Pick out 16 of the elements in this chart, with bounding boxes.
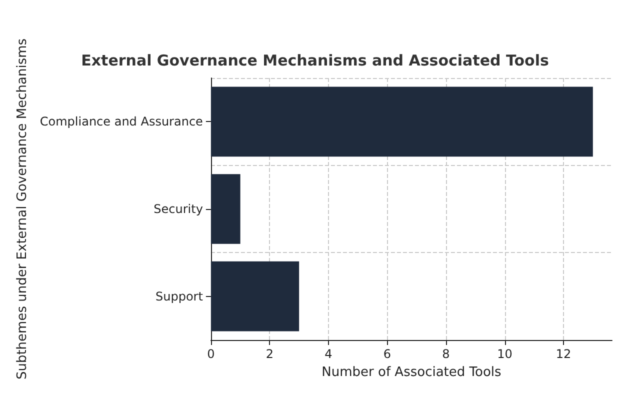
- x-axis-title: Number of Associated Tools: [322, 365, 502, 380]
- y-tick-label: Security: [154, 202, 203, 216]
- x-tick-label: 2: [266, 347, 274, 361]
- y-tick-label: Support: [155, 289, 204, 304]
- bar: [210, 261, 300, 332]
- chart-title: External Governance Mechanisms and Associated Tools: [81, 52, 549, 70]
- x-tick-label: 4: [324, 347, 332, 361]
- bar: [210, 86, 593, 157]
- y-tick-label: Compliance and Assurance: [40, 114, 203, 129]
- x-tick-label: 6: [383, 347, 392, 361]
- x-tick-label: 12: [556, 347, 572, 361]
- bar: [210, 174, 240, 244]
- y-axis-title: Subthemes under External Governance Mechanisms: [15, 38, 30, 380]
- x-tick-label: 8: [442, 347, 450, 361]
- x-tick-label: 0: [207, 347, 215, 361]
- x-tick-label: 10: [497, 347, 512, 361]
